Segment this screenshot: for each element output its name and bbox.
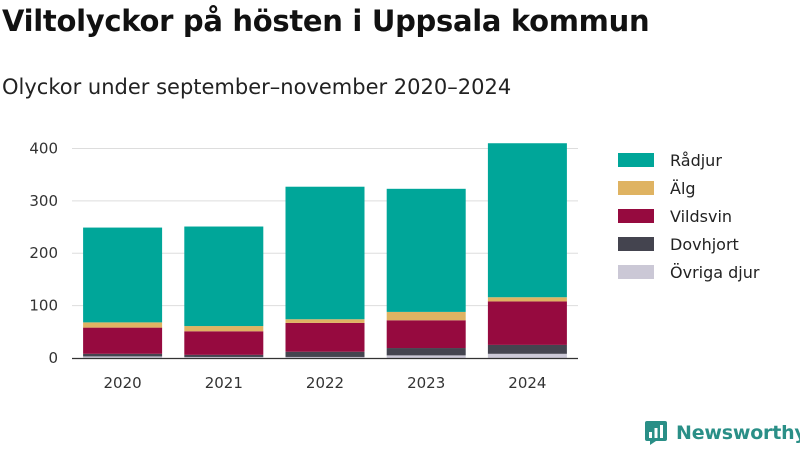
y-tick-label-200: 200 [29,244,58,262]
bar-alg-2021 [184,326,264,332]
legend-item-radjur: Rådjur [618,146,759,174]
legend-item-alg: Älg [618,174,759,202]
x-tick-label-2020: 2020 [104,374,142,392]
newsworthy-logo: Newsworthy [644,420,800,446]
bar-alg-2020 [83,322,163,328]
bar-alg-2022 [285,319,365,323]
newsworthy-logo-icon [645,421,667,445]
legend-swatch-vildsvin [618,209,654,223]
bar-vildsvin-2023 [386,320,466,349]
bar-radjur-2023 [386,188,466,312]
bar-ovriga-djur-2024 [487,353,567,358]
legend-label-ovriga-djur: Övriga djur [670,262,760,282]
bar-radjur-2022 [285,186,365,320]
bar-ovriga-djur-2020 [83,356,163,358]
bar-ovriga-djur-2023 [386,355,466,358]
legend-item-vildsvin: Vildsvin [618,202,759,230]
bar-dovhjort-2022 [285,351,365,357]
bar-radjur-2020 [83,227,163,323]
legend-label-alg: Älg [670,178,696,198]
legend-label-dovhjort: Dovhjort [670,234,739,254]
chart-subtitle: Olyckor under september–november 2020–20… [2,75,512,99]
newsworthy-logo-text: Newsworthy [676,422,800,444]
bar-ovriga-djur-2022 [285,356,365,358]
y-tick-label-100: 100 [29,297,58,315]
x-tick-label-2022: 2022 [306,374,344,392]
bar-vildsvin-2020 [83,327,163,354]
bar-ovriga-djur-2021 [184,356,264,358]
x-tick-label-2021: 2021 [205,374,243,392]
bar-vildsvin-2021 [184,331,264,355]
legend-item-ovriga-djur: Övriga djur [618,258,759,286]
legend-label-vildsvin: Vildsvin [670,206,733,226]
bar-vildsvin-2022 [285,322,365,352]
bar-dovhjort-2024 [487,344,567,354]
bar-radjur-2021 [184,226,264,327]
chart-title: Viltolyckor på hösten i Uppsala kommun [2,4,650,38]
legend-swatch-radjur [618,153,654,167]
bars [83,143,567,358]
legend-swatch-dovhjort [618,237,654,251]
legend-label-radjur: Rådjur [670,150,722,170]
bar-alg-2023 [386,311,466,321]
legend-swatch-alg [618,181,654,195]
y-tick-label-400: 400 [29,139,58,157]
x-tick-label-2023: 2023 [407,374,445,392]
legend: Rådjur Älg Vildsvin Dovhjort Övriga djur [618,146,759,286]
bar-dovhjort-2021 [184,354,264,357]
bar-radjur-2024 [487,143,567,298]
bar-alg-2024 [487,297,567,302]
bar-dovhjort-2020 [83,353,163,357]
y-tick-label-300: 300 [29,192,58,210]
legend-swatch-ovriga-djur [618,265,654,279]
legend-item-dovhjort: Dovhjort [618,230,759,258]
y-tick-label-0: 0 [48,349,58,367]
bar-vildsvin-2024 [487,301,567,345]
bar-dovhjort-2023 [386,348,466,356]
x-tick-label-2024: 2024 [508,374,546,392]
axes: 0 100 200 300 400 2020 2021 2022 2023 2024 [29,139,578,392]
